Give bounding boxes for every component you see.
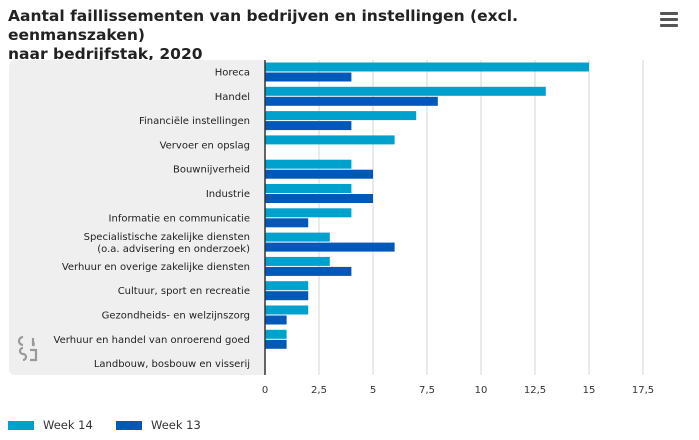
bar <box>265 329 287 339</box>
legend-label: Week 13 <box>151 418 201 432</box>
bar <box>265 121 352 131</box>
x-tick-label: 7,5 <box>419 385 435 396</box>
category-label: Informatie en communicatie <box>109 213 250 224</box>
bar <box>265 86 546 96</box>
x-tick-label: 17,5 <box>632 385 654 396</box>
bar <box>265 169 373 179</box>
bar <box>265 281 309 291</box>
legend-label: Week 14 <box>43 418 93 432</box>
category-label: Industrie <box>206 189 250 200</box>
hamburger-menu-icon[interactable] <box>660 12 678 28</box>
category-label: Landbouw, bosbouw en visserij <box>94 359 250 370</box>
menu-bar <box>660 18 678 21</box>
bar <box>265 159 352 169</box>
legend-swatch <box>116 421 142 430</box>
category-label: Bouwnijverheid <box>173 165 250 176</box>
menu-bar <box>660 12 678 15</box>
cbs-logo-icon <box>17 335 38 362</box>
legend-item-week-13[interactable]: Week 13 <box>116 418 201 432</box>
bar-chart: 0 2,5 5 7,5 10 12,5 15 17,5 Horeca Handel Financië… <box>9 60 663 396</box>
bar <box>265 339 287 349</box>
x-tick-label: 15 <box>583 385 596 396</box>
category-label: Handel <box>215 92 250 103</box>
category-label: Cultuur, sport en recreatie <box>118 286 250 297</box>
bar <box>265 305 309 315</box>
x-tick-label: 2,5 <box>311 385 327 396</box>
bar <box>265 111 417 121</box>
legend-item-week-14[interactable]: Week 14 <box>8 418 93 432</box>
x-tick-label: 12,5 <box>524 385 546 396</box>
bar <box>265 242 395 252</box>
bar <box>265 315 287 325</box>
bar <box>265 194 373 203</box>
x-tick-label: 5 <box>370 385 376 396</box>
category-label: Vervoer en opslag <box>160 140 250 151</box>
category-label: Specialistische zakelijke diensten (o.a. … <box>84 232 250 255</box>
category-label: Financiële instellingen <box>139 116 250 127</box>
x-tick-label: 0 <box>262 385 268 396</box>
bar <box>265 62 589 72</box>
category-label: Horeca <box>215 68 250 79</box>
chart-title: Aantal faillissementen van bedrijven en … <box>8 7 648 64</box>
bar <box>265 218 309 228</box>
bar <box>265 184 352 193</box>
bar <box>265 208 352 218</box>
category-label: Verhuur en overige zakelijke diensten <box>62 262 250 273</box>
plot-area <box>265 60 663 375</box>
category-label: Gezondheids- en welzijnszorg <box>102 311 250 322</box>
category-label: Verhuur en handel van onroerend goed <box>54 335 250 346</box>
bar <box>265 291 309 301</box>
chart-title-line-1: Aantal faillissementen van bedrijven en … <box>8 7 518 44</box>
bar <box>265 232 330 242</box>
legend-swatch <box>8 421 34 430</box>
menu-bar <box>660 24 678 27</box>
bar <box>265 135 395 145</box>
x-tick-label: 10 <box>475 385 488 396</box>
bar <box>265 96 438 106</box>
chart-title-line-2: naar bedrijfstak, 2020 <box>8 45 203 63</box>
bar <box>265 266 352 276</box>
bar <box>265 256 330 266</box>
bar <box>265 72 352 82</box>
